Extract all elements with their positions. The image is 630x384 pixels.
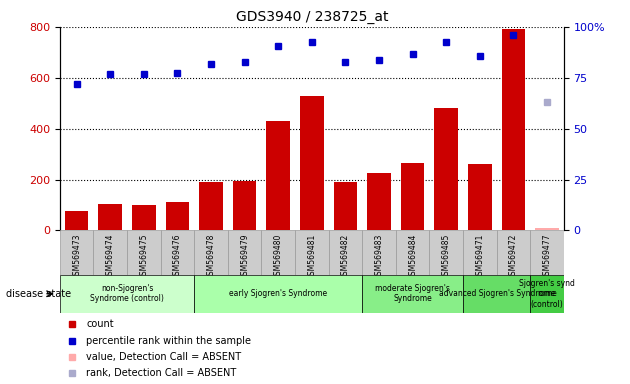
Bar [362,230,396,275]
Bar [233,181,256,230]
Text: Sjogren's synd
rome
(control): Sjogren's synd rome (control) [519,279,575,309]
Bar [396,230,430,275]
Bar [93,230,127,275]
Bar [127,230,161,275]
Bar [300,96,324,230]
Bar [261,230,295,275]
Bar [194,275,362,313]
Bar [435,108,458,230]
Text: count: count [86,319,114,329]
Bar [536,228,559,230]
Bar [362,275,463,313]
Text: GSM569473: GSM569473 [72,234,81,280]
Bar [98,204,122,230]
Bar [468,164,491,230]
Bar [266,121,290,230]
Text: GSM569478: GSM569478 [207,234,215,280]
Text: GSM569482: GSM569482 [341,234,350,280]
Bar [401,163,425,230]
Bar [501,30,525,230]
Bar [60,230,93,275]
Text: GSM569477: GSM569477 [542,234,551,280]
Bar [132,205,156,230]
Bar [530,230,564,275]
Text: disease state: disease state [6,289,71,299]
Text: GSM569474: GSM569474 [106,234,115,280]
Text: GSM569483: GSM569483 [375,234,384,280]
Bar [430,230,463,275]
Bar [194,230,228,275]
Text: GSM569471: GSM569471 [476,234,484,280]
Text: GSM569472: GSM569472 [509,234,518,280]
Bar [295,230,329,275]
Text: GSM569481: GSM569481 [307,234,316,280]
Bar [161,230,194,275]
Bar [463,275,530,313]
Bar [463,230,496,275]
Bar [496,230,530,275]
Text: value, Detection Call = ABSENT: value, Detection Call = ABSENT [86,352,241,362]
Bar [199,182,223,230]
Text: GSM569480: GSM569480 [274,234,283,280]
Bar [329,230,362,275]
Bar [65,211,88,230]
Bar [530,275,564,313]
Bar [60,275,194,313]
Text: GSM569475: GSM569475 [139,234,148,280]
Text: GSM569479: GSM569479 [240,234,249,280]
Bar [334,182,357,230]
Text: percentile rank within the sample: percentile rank within the sample [86,336,251,346]
Text: advanced Sjogren's Syndrome: advanced Sjogren's Syndrome [438,289,554,298]
Text: GSM569484: GSM569484 [408,234,417,280]
Bar [166,202,189,230]
Text: early Sjogren's Syndrome: early Sjogren's Syndrome [229,289,328,298]
Text: GSM569485: GSM569485 [442,234,450,280]
Bar [367,173,391,230]
Bar [228,230,261,275]
Text: moderate Sjogren's
Syndrome: moderate Sjogren's Syndrome [375,284,450,303]
Text: non-Sjogren's
Syndrome (control): non-Sjogren's Syndrome (control) [90,284,164,303]
Text: rank, Detection Call = ABSENT: rank, Detection Call = ABSENT [86,368,236,378]
Text: GSM569476: GSM569476 [173,234,182,280]
Title: GDS3940 / 238725_at: GDS3940 / 238725_at [236,10,388,25]
